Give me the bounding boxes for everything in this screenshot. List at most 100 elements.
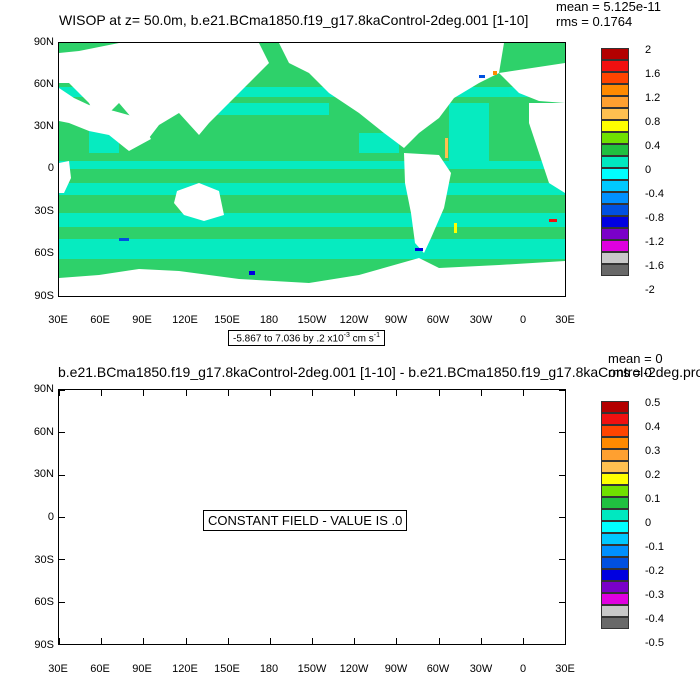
- colorbar-label: -0.2: [645, 565, 664, 577]
- contour-info-text: -5.867 to 7.036 by .2 x10: [233, 333, 344, 345]
- lon-label: 90W: [384, 663, 408, 675]
- lon-label: 30E: [48, 314, 68, 326]
- panel2-colorbar: 0.5 0.4 0.3 0.2 0.1 0 -0.1 -0.2 -0.3 -0.4 -0.5: [601, 397, 681, 649]
- axis-tick: [270, 390, 271, 396]
- colorbar-swatch: [601, 84, 629, 96]
- colorbar-swatch: [601, 96, 629, 108]
- colorbar-swatch: [601, 461, 629, 473]
- lat-label: 60N: [33, 78, 54, 90]
- colorbar-swatch: [601, 204, 629, 216]
- axis-tick: [481, 390, 482, 396]
- colorbar-label: 2: [645, 44, 652, 56]
- axis-tick: [143, 638, 144, 644]
- contour-info-units: cm s: [349, 333, 374, 345]
- colorbar-swatch: [601, 156, 629, 168]
- axis-tick: [565, 638, 566, 644]
- axis-tick: [228, 390, 229, 396]
- panel-wisop-map: WISOP at z= 50.0m, b.e21.BCma1850.f19_g1…: [0, 0, 700, 347]
- colorbar-swatch: [601, 545, 629, 557]
- lon-label: 30W: [469, 663, 493, 675]
- colorbar-label: -0.8: [645, 212, 664, 224]
- panel1-map-svg: [59, 43, 565, 296]
- panel1-mean: mean = 5.125e-11: [556, 0, 661, 14]
- panel2-mean: mean = 0: [608, 351, 663, 366]
- lon-label: 60E: [90, 663, 110, 675]
- axis-tick: [186, 638, 187, 644]
- colorbar-label: -0.1: [645, 541, 664, 553]
- lon-label: 0: [519, 663, 527, 675]
- colorbar-swatch: [601, 557, 629, 569]
- lon-label: 30E: [555, 663, 575, 675]
- lon-label: 0: [519, 314, 527, 326]
- axis-tick: [439, 390, 440, 396]
- panel1-rms: rms = 0.1764: [556, 14, 633, 29]
- lat-label: 0: [47, 511, 54, 523]
- axis-tick: [101, 390, 102, 396]
- lon-label: 120W: [339, 663, 369, 675]
- colorbar-swatch: [601, 216, 629, 228]
- colorbar-swatch: [601, 60, 629, 72]
- axis-tick: [481, 638, 482, 644]
- colorbar-label: -1.2: [645, 236, 664, 248]
- lon-label: 30E: [48, 663, 68, 675]
- colorbar-swatch: [601, 509, 629, 521]
- contour-info-units-exponent: -1: [373, 332, 380, 339]
- axis-tick: [59, 602, 65, 603]
- lon-label: 120W: [339, 314, 369, 326]
- colorbar-swatch: [601, 449, 629, 461]
- lat-label: 30S: [34, 205, 54, 217]
- colorbar-swatch: [601, 264, 629, 276]
- lon-label: 90E: [132, 314, 152, 326]
- colorbar-label: -0.5: [645, 637, 664, 649]
- lat-label: 60S: [34, 596, 54, 608]
- colorbar-label: 0.4: [645, 421, 661, 433]
- axis-tick: [559, 644, 565, 645]
- colorbar-swatch: [601, 72, 629, 84]
- lat-label: 60N: [33, 426, 54, 438]
- lat-label: 90N: [33, 36, 54, 48]
- colorbar-swatch: [601, 437, 629, 449]
- lon-label: 150W: [297, 663, 327, 675]
- colorbar-label: 1.6: [645, 68, 661, 80]
- lat-label: 30N: [33, 120, 54, 132]
- axis-tick: [59, 390, 60, 396]
- colorbar-swatch: [601, 413, 629, 425]
- colorbar-label: 0.8: [645, 116, 661, 128]
- axis-tick: [565, 390, 566, 396]
- colorbar-label: -0.4: [645, 613, 664, 625]
- colorbar-swatch: [601, 485, 629, 497]
- colorbar-label: 0.2: [645, 469, 661, 481]
- ocean-extreme-marks: [119, 71, 557, 275]
- colorbar-swatch: [601, 605, 629, 617]
- panel1-map-frame: [58, 42, 566, 297]
- lon-label: 60E: [90, 314, 110, 326]
- lon-label: 120E: [172, 314, 198, 326]
- colorbar-swatch: [601, 120, 629, 132]
- lat-label: 90S: [34, 290, 54, 302]
- lon-label: 150W: [297, 314, 327, 326]
- panel1-contour-info: -5.867 to 7.036 by .2 x10-3 cm s-1: [228, 330, 385, 347]
- colorbar-label: 0.4: [645, 140, 661, 152]
- lat-label: 30S: [34, 554, 54, 566]
- axis-tick: [523, 638, 524, 644]
- lon-label: 60W: [426, 314, 450, 326]
- colorbar-label: 0.1: [645, 493, 661, 505]
- colorbar-swatch: [601, 569, 629, 581]
- colorbar-swatch: [601, 108, 629, 120]
- lat-label: 60S: [34, 247, 54, 259]
- colorbar-swatch: [601, 533, 629, 545]
- colorbar-label: -0.4: [645, 188, 664, 200]
- colorbar-label: 0.3: [645, 445, 661, 457]
- axis-tick: [312, 638, 313, 644]
- lon-label: 150E: [214, 663, 240, 675]
- axis-tick: [270, 638, 271, 644]
- colorbar-swatch: [601, 252, 629, 264]
- colorbar-label: -1.6: [645, 260, 664, 272]
- colorbar-label: 1.2: [645, 92, 661, 104]
- panel2-rms: rms = 0: [608, 365, 652, 380]
- lon-label: 180: [259, 314, 279, 326]
- colorbar-swatch: [601, 180, 629, 192]
- axis-tick: [559, 602, 565, 603]
- colorbar-swatch: [601, 168, 629, 180]
- colorbar-swatch: [601, 521, 629, 533]
